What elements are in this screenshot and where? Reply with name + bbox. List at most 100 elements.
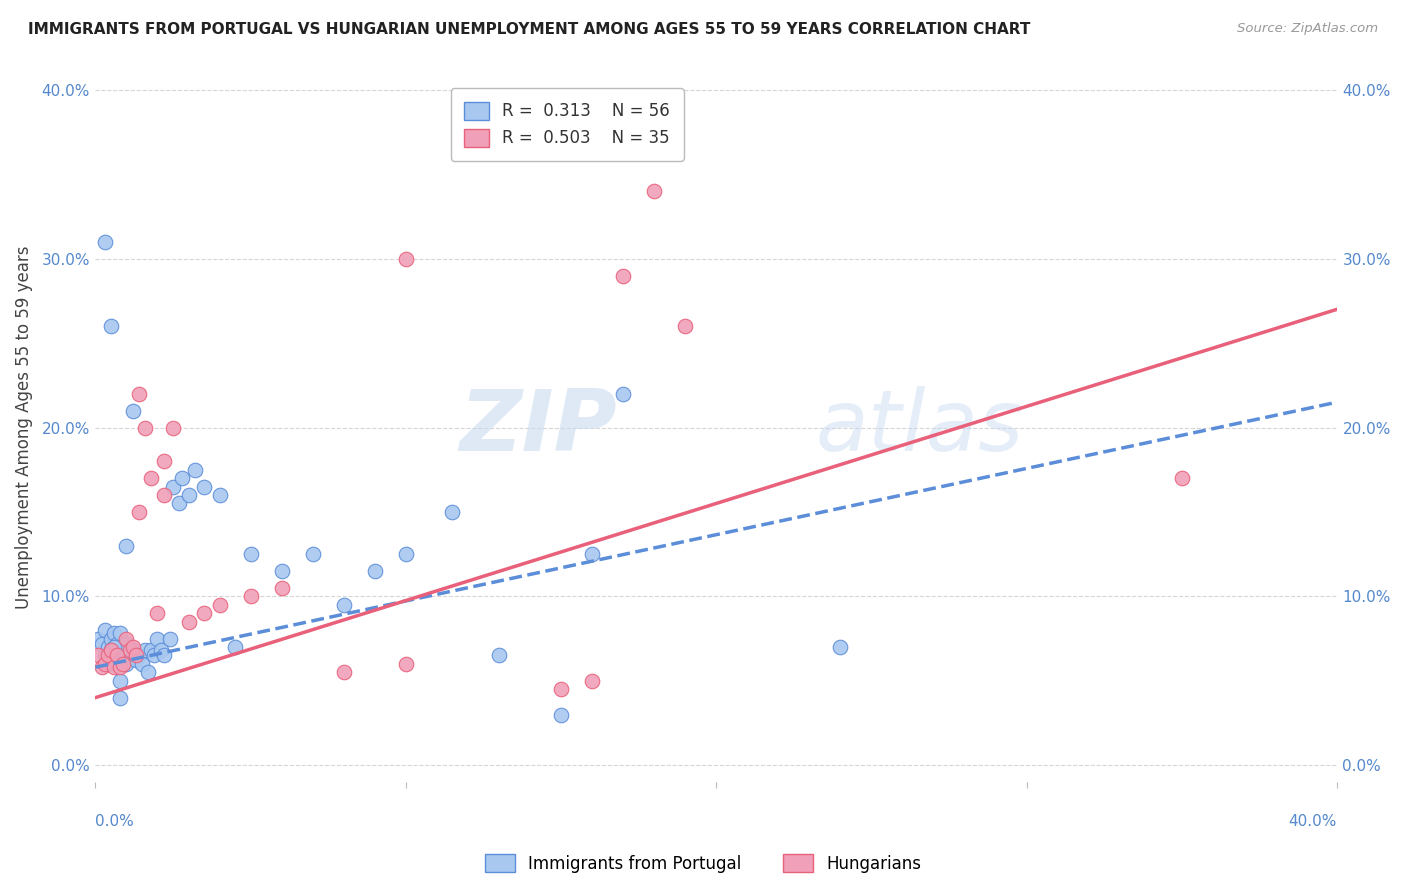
Point <box>90 660 112 674</box>
Point <box>152 648 174 663</box>
Point <box>159 632 181 646</box>
Point <box>167 496 190 510</box>
Point <box>93 235 115 249</box>
Point <box>121 640 143 654</box>
Point <box>134 643 156 657</box>
Point <box>110 660 132 674</box>
Point <box>395 547 418 561</box>
Point <box>673 319 696 334</box>
Point <box>581 547 603 561</box>
Point <box>162 480 184 494</box>
Point <box>93 648 115 663</box>
Point <box>193 480 215 494</box>
Point <box>270 564 292 578</box>
Point <box>136 665 159 680</box>
Point <box>141 471 163 485</box>
Point <box>112 643 135 657</box>
Point <box>100 643 122 657</box>
Point <box>612 386 634 401</box>
Text: IMMIGRANTS FROM PORTUGAL VS HUNGARIAN UNEMPLOYMENT AMONG AGES 55 TO 59 YEARS COR: IMMIGRANTS FROM PORTUGAL VS HUNGARIAN UN… <box>28 22 1031 37</box>
Point <box>97 640 120 654</box>
Point <box>134 420 156 434</box>
Point <box>105 637 128 651</box>
Point <box>141 643 163 657</box>
Point <box>177 615 200 629</box>
Point <box>149 643 172 657</box>
Point <box>270 581 292 595</box>
Legend: Immigrants from Portugal, Hungarians: Immigrants from Portugal, Hungarians <box>478 847 928 880</box>
Point <box>87 648 110 663</box>
Point <box>146 632 169 646</box>
Point <box>395 657 418 671</box>
Point <box>193 606 215 620</box>
Point <box>112 657 135 671</box>
Point <box>128 386 150 401</box>
Text: 40.0%: 40.0% <box>1288 814 1337 829</box>
Point <box>612 268 634 283</box>
Text: 0.0%: 0.0% <box>96 814 134 829</box>
Point <box>488 648 510 663</box>
Y-axis label: Unemployment Among Ages 55 to 59 years: Unemployment Among Ages 55 to 59 years <box>15 246 32 609</box>
Legend: R =  0.313    N = 56, R =  0.503    N = 35: R = 0.313 N = 56, R = 0.503 N = 35 <box>451 88 683 161</box>
Point <box>172 471 194 485</box>
Point <box>93 657 115 671</box>
Point <box>1171 471 1194 485</box>
Point <box>441 505 464 519</box>
Point <box>550 682 572 697</box>
Point <box>162 420 184 434</box>
Point <box>115 637 138 651</box>
Point <box>121 643 143 657</box>
Point <box>87 632 110 646</box>
Point <box>332 665 354 680</box>
Point <box>224 640 246 654</box>
Point <box>93 623 115 637</box>
Point <box>239 547 262 561</box>
Point <box>332 598 354 612</box>
Point <box>118 648 141 663</box>
Point <box>301 547 323 561</box>
Point <box>128 505 150 519</box>
Point <box>118 643 141 657</box>
Text: ZIP: ZIP <box>460 386 617 469</box>
Point <box>115 657 138 671</box>
Point <box>152 488 174 502</box>
Point <box>97 648 120 663</box>
Text: atlas: atlas <box>815 386 1024 469</box>
Point <box>100 632 122 646</box>
Point <box>128 648 150 663</box>
Point <box>90 637 112 651</box>
Point <box>643 184 665 198</box>
Point <box>395 252 418 266</box>
Point <box>364 564 387 578</box>
Point <box>239 590 262 604</box>
Point <box>208 598 231 612</box>
Point <box>143 648 166 663</box>
Point <box>581 673 603 688</box>
Point <box>110 690 132 705</box>
Point <box>208 488 231 502</box>
Point <box>103 640 125 654</box>
Point <box>110 673 132 688</box>
Point <box>830 640 852 654</box>
Point <box>550 707 572 722</box>
Point <box>121 403 143 417</box>
Point <box>131 657 153 671</box>
Point <box>110 626 132 640</box>
Point <box>105 648 128 663</box>
Text: Source: ZipAtlas.com: Source: ZipAtlas.com <box>1237 22 1378 36</box>
Point <box>105 657 128 671</box>
Point <box>146 606 169 620</box>
Point <box>115 539 138 553</box>
Point <box>115 632 138 646</box>
Point <box>103 660 125 674</box>
Point <box>152 454 174 468</box>
Point <box>183 463 205 477</box>
Point <box>100 643 122 657</box>
Point <box>97 657 120 671</box>
Point <box>177 488 200 502</box>
Point <box>100 319 122 334</box>
Point <box>125 653 148 667</box>
Point <box>125 648 148 663</box>
Point <box>103 626 125 640</box>
Point <box>103 648 125 663</box>
